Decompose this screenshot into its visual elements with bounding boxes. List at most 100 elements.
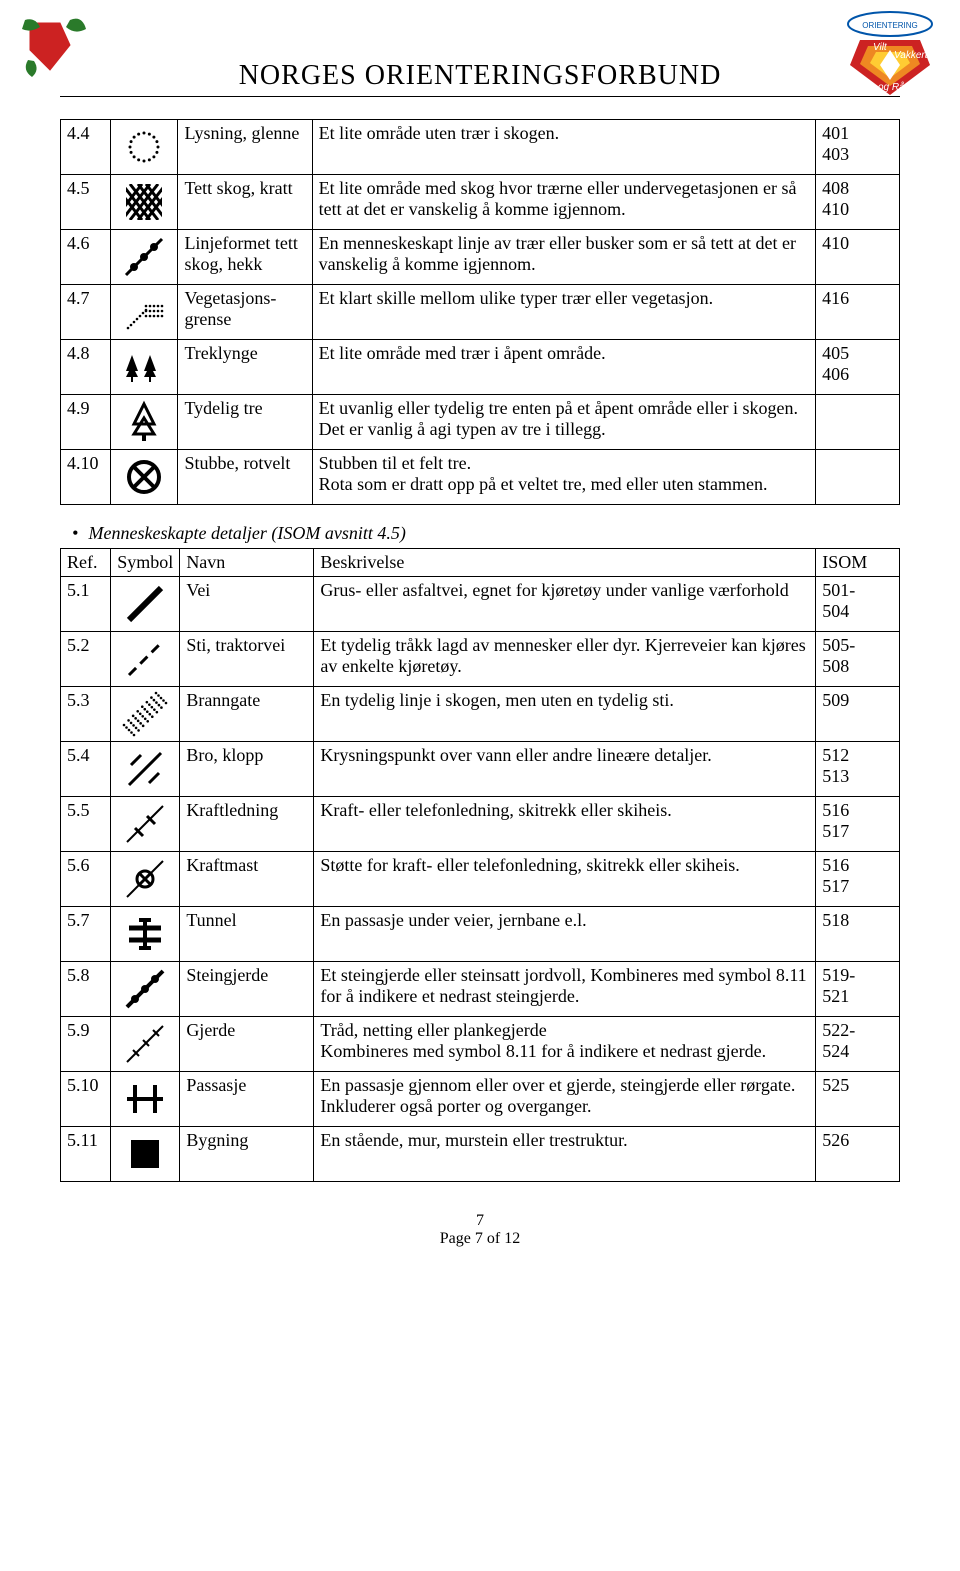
table-row: 5.6 KraftmastStøtte for kraft- eller tele…: [61, 852, 900, 907]
table-row: 4.9 Tydelig treEt uvanlig eller tydelig t…: [61, 395, 900, 450]
cell-desc: Krysningspunkt over vann eller andre lin…: [314, 742, 816, 797]
cell-isom: [816, 450, 900, 505]
cell-ref: 4.6: [61, 230, 111, 285]
cell-desc: En tydelig linje i skogen, men uten en t…: [314, 687, 816, 742]
cell-ref: 5.4: [61, 742, 111, 797]
cell-desc: En menneskeskapt linje av trær eller bus…: [312, 230, 815, 285]
cell-isom: 509: [816, 687, 900, 742]
cell-name: Passasje: [180, 1072, 314, 1127]
table-row: 5.1 VeiGrus- eller asfaltvei, egnet for k…: [61, 577, 900, 632]
cell-name: Stubbe, rotvelt: [178, 450, 312, 505]
cell-desc: Et klart skille mellom ulike typer trær …: [312, 285, 815, 340]
cell-ref: 5.6: [61, 852, 111, 907]
cell-ref: 4.8: [61, 340, 111, 395]
header-divider: [60, 96, 900, 97]
cell-isom: 526: [816, 1127, 900, 1182]
cell-desc: Grus- eller asfaltvei, egnet for kjøretø…: [314, 577, 816, 632]
ride-icon: [111, 687, 180, 742]
cell-ref: 5.7: [61, 907, 111, 962]
cell-name: Steingjerde: [180, 962, 314, 1017]
cell-ref: 5.1: [61, 577, 111, 632]
crosshatch-icon: [111, 175, 178, 230]
table-row: 4.6 Linjeformet tett skog, hekkEn mennesk…: [61, 230, 900, 285]
cell-desc: Et uvanlig eller tydelig tre enten på et…: [312, 395, 815, 450]
cell-desc: Et lite område uten trær i skogen.: [312, 120, 815, 175]
cell-name: Lysning, glenne: [178, 120, 312, 175]
cell-ref: 5.9: [61, 1017, 111, 1072]
cell-name: Branngate: [180, 687, 314, 742]
cell-isom: [816, 395, 900, 450]
cell-isom: 410: [816, 230, 900, 285]
cell-isom: 516 517: [816, 852, 900, 907]
col-desc: Beskrivelse: [314, 549, 816, 577]
tree-outline-icon: [111, 395, 178, 450]
cell-name: Tett skog, kratt: [178, 175, 312, 230]
cell-isom: 416: [816, 285, 900, 340]
col-name: Navn: [180, 549, 314, 577]
table-row: 5.10 PassasjeEn passasje gjennom eller ov…: [61, 1072, 900, 1127]
cell-desc: En passasje gjennom eller over et gjerde…: [314, 1072, 816, 1127]
stonewall-icon: [111, 962, 180, 1017]
table-row: 4.8 TreklyngeEt lite område med trær i åp…: [61, 340, 900, 395]
page-title: NORGES ORIENTERINGSFORBUND: [60, 20, 900, 92]
cell-ref: 5.11: [61, 1127, 111, 1182]
cell-desc: En stående, mur, murstein eller trestruk…: [314, 1127, 816, 1182]
cell-ref: 5.3: [61, 687, 111, 742]
tree-cluster-icon: [111, 340, 178, 395]
pylon-icon: [111, 852, 180, 907]
page-number: 7: [60, 1212, 900, 1230]
vegetation-table: 4.4Lysning, glenneEt lite område uten tr…: [60, 119, 900, 505]
building-icon: [111, 1127, 180, 1182]
cell-desc: Et lite område med skog hvor trærne elle…: [312, 175, 815, 230]
cell-name: Tunnel: [180, 907, 314, 962]
cell-desc: Støtte for kraft- eller telefonledning, …: [314, 852, 816, 907]
cell-isom: 505- 508: [816, 632, 900, 687]
table-row: 4.4Lysning, glenneEt lite område uten tr…: [61, 120, 900, 175]
table-row: 5.11 BygningEn stående, mur, murstein ell…: [61, 1127, 900, 1182]
cell-name: Sti, traktorvei: [180, 632, 314, 687]
col-isom: ISOM: [816, 549, 900, 577]
cell-name: Tydelig tre: [178, 395, 312, 450]
cell-name: Vei: [180, 577, 314, 632]
cell-desc: Et steingjerde eller steinsatt jordvoll,…: [314, 962, 816, 1017]
cell-name: Kraftmast: [180, 852, 314, 907]
cell-name: Kraftledning: [180, 797, 314, 852]
logo-right-icon: ORIENTERING Vilt Vakkert og Rått: [840, 10, 940, 100]
col-symbol: Symbol: [111, 549, 180, 577]
cell-isom: 516 517: [816, 797, 900, 852]
cell-isom: 408 410: [816, 175, 900, 230]
cell-isom: 405 406: [816, 340, 900, 395]
cell-desc: Tråd, netting eller plankegjerde Kombine…: [314, 1017, 816, 1072]
road-icon: [111, 577, 180, 632]
cell-ref: 4.7: [61, 285, 111, 340]
cell-ref: 5.10: [61, 1072, 111, 1127]
manmade-table: Ref. Symbol Navn Beskrivelse ISOM 5.1 Vei…: [60, 548, 900, 1182]
cell-isom: 401 403: [816, 120, 900, 175]
cell-ref: 4.9: [61, 395, 111, 450]
svg-text:Vilt: Vilt: [873, 42, 888, 53]
cell-isom: 519- 521: [816, 962, 900, 1017]
hedge-line-icon: [111, 230, 178, 285]
col-ref: Ref.: [61, 549, 111, 577]
cell-name: Treklynge: [178, 340, 312, 395]
svg-text:ORIENTERING: ORIENTERING: [862, 21, 918, 30]
table-row: 5.5KraftledningKraft- eller telefonledni…: [61, 797, 900, 852]
table-header-row: Ref. Symbol Navn Beskrivelse ISOM: [61, 549, 900, 577]
cell-name: Linjeformet tett skog, hekk: [178, 230, 312, 285]
table-row: 5.8SteingjerdeEt steingjerde eller stein…: [61, 962, 900, 1017]
cell-name: Bygning: [180, 1127, 314, 1182]
cell-desc: Et lite område med trær i åpent område.: [312, 340, 815, 395]
page-of: Page 7 of 12: [60, 1230, 900, 1248]
bullet-icon: •: [72, 523, 84, 544]
section-heading-text: Menneskeskapte detaljer (ISOM avsnitt 4.…: [89, 523, 406, 543]
section-heading: • Menneskeskapte detaljer (ISOM avsnitt …: [72, 523, 900, 544]
bridge-icon: [111, 742, 180, 797]
tunnel-icon: [111, 907, 180, 962]
dotted-circle-icon: [111, 120, 178, 175]
table-row: 4.10Stubbe, rotveltStubben til et felt t…: [61, 450, 900, 505]
cell-isom: 501- 504: [816, 577, 900, 632]
cell-desc: Et tydelig tråkk lagd av mennesker eller…: [314, 632, 816, 687]
table-row: 5.9GjerdeTråd, netting eller plankegjerd…: [61, 1017, 900, 1072]
cell-desc: Kraft- eller telefonledning, skitrekk el…: [314, 797, 816, 852]
cell-isom: 512 513: [816, 742, 900, 797]
